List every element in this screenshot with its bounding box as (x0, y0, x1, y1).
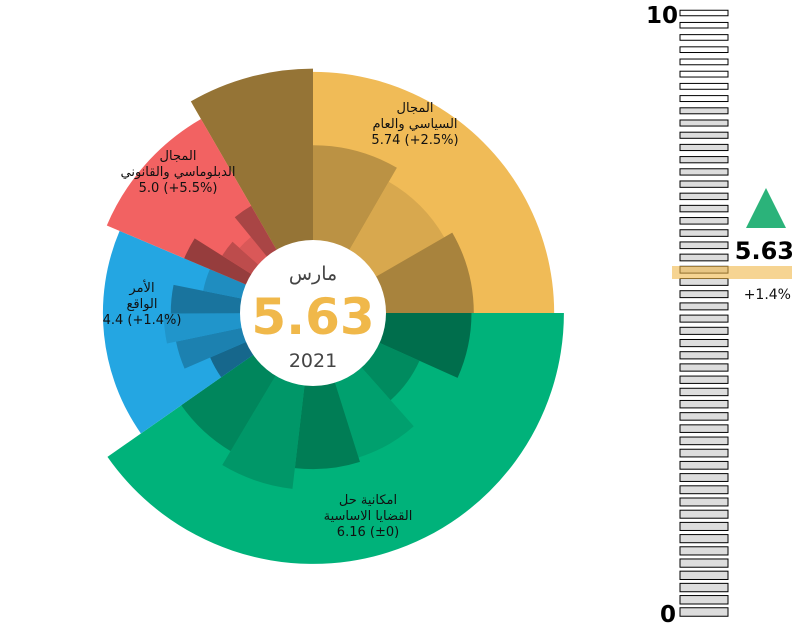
sub-sector-red-0 (184, 238, 256, 287)
scale-min-label: 0 (660, 602, 676, 625)
scale-tick (679, 70, 729, 78)
scale-max-label: 10 (646, 3, 678, 29)
category-label-line: السياسي والعام (372, 117, 457, 132)
scale-tick (679, 448, 729, 458)
sub-sector-political-2 (347, 181, 445, 279)
category-label-blue: الأمر الواقع 4.4 (+1.4%) (103, 279, 182, 328)
sub-sector-political-0 (190, 68, 313, 255)
current-value-marker (672, 266, 792, 279)
category-label-red: المجال الدبلوماسي والقانوني 5.0 (+5.5%) (121, 149, 236, 196)
scale-tick (679, 314, 729, 323)
scale-tick (679, 253, 729, 262)
sub-sector-green-2 (333, 363, 414, 458)
scale-tick (679, 607, 729, 617)
scale-tick (679, 217, 729, 225)
category-label-line: الأمر (128, 279, 154, 296)
category-label-line: الدبلوماسي والقانوني (121, 165, 236, 180)
scale-tick (679, 168, 729, 176)
scale-tick (679, 156, 729, 164)
vertical-scale (679, 9, 729, 617)
scale-tick (679, 204, 729, 213)
scale-tick (679, 143, 729, 152)
category-label-line: 5.0 (+5.5%) (139, 181, 218, 196)
sub-sector-political-1 (313, 145, 397, 255)
scale-tick (679, 509, 729, 519)
scale-tick (679, 582, 729, 593)
scale-tick (679, 424, 729, 433)
scale-tick (679, 107, 729, 115)
category-label-line: القضايا الاساسية (324, 509, 413, 524)
scale-tick (679, 338, 729, 348)
scale-tick (679, 302, 729, 311)
center-disc (240, 240, 386, 386)
current-value: 5.63 (735, 237, 794, 265)
scale-tick (679, 21, 729, 29)
scale-tick (679, 570, 729, 580)
scale-tick (679, 412, 729, 421)
sub-sector-green-0 (375, 313, 472, 378)
scale-tick (679, 436, 729, 446)
category-label-line: المجال (160, 149, 197, 164)
scale-tick (679, 399, 729, 409)
category-label-line: 5.74 (+2.5%) (371, 133, 458, 148)
sub-sector-red-3 (234, 205, 279, 261)
scale-tick (679, 95, 729, 103)
scale-tick (679, 46, 729, 54)
scale-tick (679, 241, 729, 250)
scale-tick (679, 534, 729, 544)
scale-tick (679, 375, 729, 384)
scale-tick (679, 58, 729, 66)
scale-tick (679, 473, 729, 482)
sub-sector-blue-2 (163, 313, 247, 344)
scale-tick (679, 497, 729, 507)
scale-tick (679, 521, 729, 531)
category-label-political: المجال السياسي والعام 5.74 (+2.5%) (371, 101, 458, 148)
sub-sector-political-3 (371, 232, 474, 313)
sub-sector-blue-4 (203, 269, 251, 300)
category-labels: المجال السياسي والعام 5.74 (+2.5%)امكانية … (103, 101, 459, 540)
scale-tick (679, 460, 729, 470)
sub-sector-blue-1 (176, 326, 251, 369)
scale-tick (679, 290, 729, 299)
scale-tick (679, 558, 729, 568)
scale-tick (679, 82, 729, 90)
scale-tick (679, 192, 729, 201)
scale-tick (679, 387, 729, 397)
scale-tick (679, 595, 729, 605)
sector-red (106, 119, 279, 287)
category-label-line: الواقع (126, 297, 157, 312)
center-value: 5.63 (251, 288, 374, 346)
scale-tick (679, 546, 729, 556)
sub-sector-green-1 (358, 340, 420, 401)
scale-tick (679, 119, 729, 127)
scale-tick (679, 278, 729, 286)
category-label-line: امكانية حل (339, 493, 397, 508)
scale-tick (679, 180, 729, 188)
category-label-line: 6.16 (±0) (337, 525, 399, 540)
trend-up-icon (746, 188, 786, 228)
scale-tick (679, 363, 729, 372)
sub-sector-blue-0 (210, 340, 258, 378)
scale-tick (679, 326, 729, 335)
current-change: +1.4% (744, 287, 791, 303)
category-label-line: المجال (397, 101, 434, 116)
sub-sector-red-1 (222, 241, 263, 277)
scale-tick (679, 9, 729, 17)
sub-sector-green-5 (181, 352, 279, 452)
sub-sector-red-2 (239, 236, 270, 268)
category-label-line: 4.4 (+1.4%) (103, 313, 182, 328)
scale-tick (679, 485, 729, 495)
scale-tick (679, 351, 729, 360)
center-month: مارس (289, 263, 337, 285)
sub-sector-blue-3 (170, 284, 247, 314)
sub-sector-green-3 (294, 377, 360, 470)
radial-sectors (102, 68, 564, 564)
center-year: 2021 (289, 350, 337, 372)
scale-tick (679, 34, 729, 41)
scale-tick (679, 131, 729, 139)
scale-tick (679, 229, 729, 237)
sub-sector-green-4 (222, 371, 306, 489)
category-label-green: امكانية حل القضايا الاساسية 6.16 (±0) (324, 493, 413, 540)
